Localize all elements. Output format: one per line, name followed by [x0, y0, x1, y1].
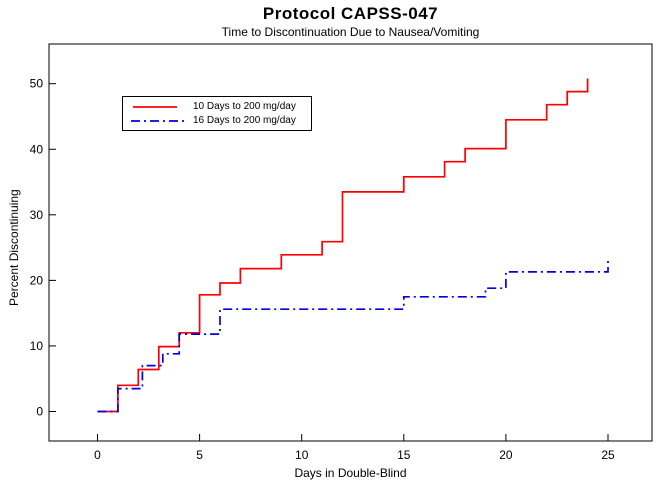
legend-label-series2: 16 Days to 200 mg/day	[193, 115, 296, 126]
y-tick-label: 0	[36, 405, 43, 419]
axis-frame	[48, 43, 653, 442]
chart-subtitle: Time to Discontinuation Due to Nausea/Vo…	[221, 25, 480, 39]
series-curve-1	[97, 78, 589, 413]
y-tick-label: 20	[30, 273, 44, 287]
x-tick-label: 0	[94, 448, 101, 462]
solid-line-swatch-icon	[133, 105, 177, 108]
chart-title: Protocol CAPSS-047	[262, 4, 439, 23]
legend-label-series1: 10 Days to 200 mg/day	[193, 101, 296, 112]
y-tick-label: 50	[30, 77, 44, 91]
legend-entry-series2: 16 Days to 200 mg/day	[131, 114, 311, 127]
series-curve-2	[97, 258, 609, 413]
legend-entry-series1: 10 Days to 200 mg/day	[131, 100, 311, 113]
dashdot-line-swatch-icon	[131, 119, 185, 122]
x-axis-label: Days in Double-Blind	[294, 466, 407, 480]
y-tick-label: 10	[30, 339, 44, 353]
y-tick-label: 40	[30, 142, 44, 156]
x-tick-label: 10	[295, 448, 309, 462]
legend-box: 10 Days to 200 mg/day 16 Days to 200 mg/…	[122, 96, 312, 131]
y-tick-label: 30	[30, 208, 44, 222]
x-tick-label: 15	[397, 448, 411, 462]
x-tick-label: 25	[601, 448, 615, 462]
x-tick-label: 20	[499, 448, 513, 462]
x-tick-label: 5	[196, 448, 203, 462]
